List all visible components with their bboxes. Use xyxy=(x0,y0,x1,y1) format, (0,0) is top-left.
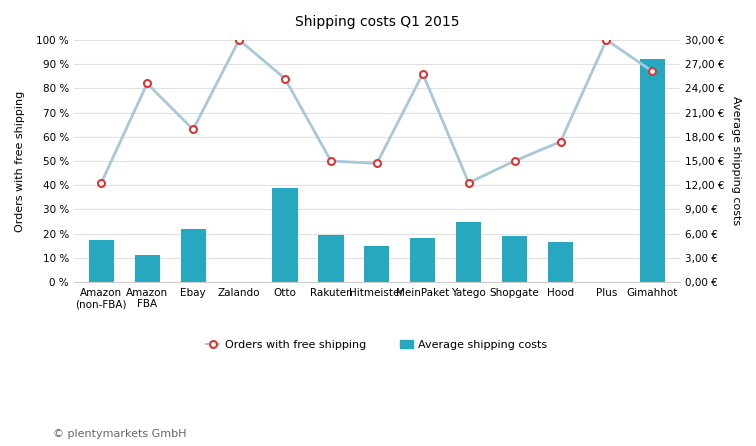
Bar xyxy=(640,59,665,282)
Legend: Orders with free shipping, Average shipping costs: Orders with free shipping, Average shipp… xyxy=(202,335,552,354)
Bar xyxy=(548,242,573,282)
Bar xyxy=(318,235,343,282)
Bar xyxy=(364,246,389,282)
Bar xyxy=(502,236,527,282)
Bar xyxy=(135,256,160,282)
Y-axis label: Orders with free shipping: Orders with free shipping xyxy=(15,91,25,231)
Title: Shipping costs Q1 2015: Shipping costs Q1 2015 xyxy=(295,15,459,29)
Text: © plentymarkets GmbH: © plentymarkets GmbH xyxy=(53,429,187,439)
Bar xyxy=(411,239,435,282)
Bar xyxy=(272,188,298,282)
Bar xyxy=(181,229,206,282)
Bar xyxy=(88,240,114,282)
Bar xyxy=(456,222,482,282)
Y-axis label: Average shipping costs: Average shipping costs xyxy=(731,96,741,226)
